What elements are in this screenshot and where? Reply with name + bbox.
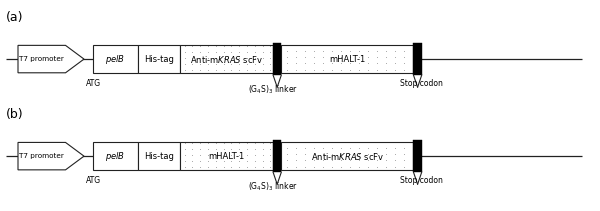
Text: His-tag: His-tag: [144, 55, 174, 64]
Text: ATG: ATG: [85, 176, 101, 185]
Text: (b): (b): [6, 108, 23, 121]
Text: $\mathit{pelB}$: $\mathit{pelB}$: [106, 150, 125, 163]
Text: (a): (a): [6, 11, 23, 24]
Text: Anti-m$\mathit{KRAS}$ scFv: Anti-m$\mathit{KRAS}$ scFv: [311, 151, 384, 162]
Text: ATG: ATG: [85, 79, 101, 88]
Bar: [138, 142, 180, 170]
Bar: [281, 45, 413, 73]
Text: Stop codon: Stop codon: [400, 79, 443, 88]
Text: $\mathit{pelB}$: $\mathit{pelB}$: [106, 53, 125, 66]
Text: T7 promoter: T7 promoter: [19, 56, 64, 62]
Bar: [273, 140, 281, 172]
Bar: [93, 142, 138, 170]
Text: T7 promoter: T7 promoter: [19, 153, 64, 159]
Text: mHALT-1: mHALT-1: [329, 55, 365, 64]
Polygon shape: [18, 45, 84, 73]
Text: Anti-m$\mathit{KRAS}$ scFv: Anti-m$\mathit{KRAS}$ scFv: [190, 54, 263, 65]
Text: His-tag: His-tag: [144, 152, 174, 161]
Text: Stop codon: Stop codon: [400, 176, 443, 185]
Bar: [413, 140, 422, 172]
Text: (G$_4$S)$_3$ linker: (G$_4$S)$_3$ linker: [248, 83, 298, 96]
Bar: [413, 43, 422, 75]
Bar: [180, 142, 273, 170]
Text: (G$_4$S)$_3$ linker: (G$_4$S)$_3$ linker: [248, 180, 298, 193]
Text: mHALT-1: mHALT-1: [208, 152, 245, 161]
Bar: [180, 45, 273, 73]
Polygon shape: [18, 142, 84, 170]
Bar: [138, 45, 180, 73]
Bar: [281, 142, 413, 170]
Bar: [93, 45, 138, 73]
Bar: [273, 43, 281, 75]
